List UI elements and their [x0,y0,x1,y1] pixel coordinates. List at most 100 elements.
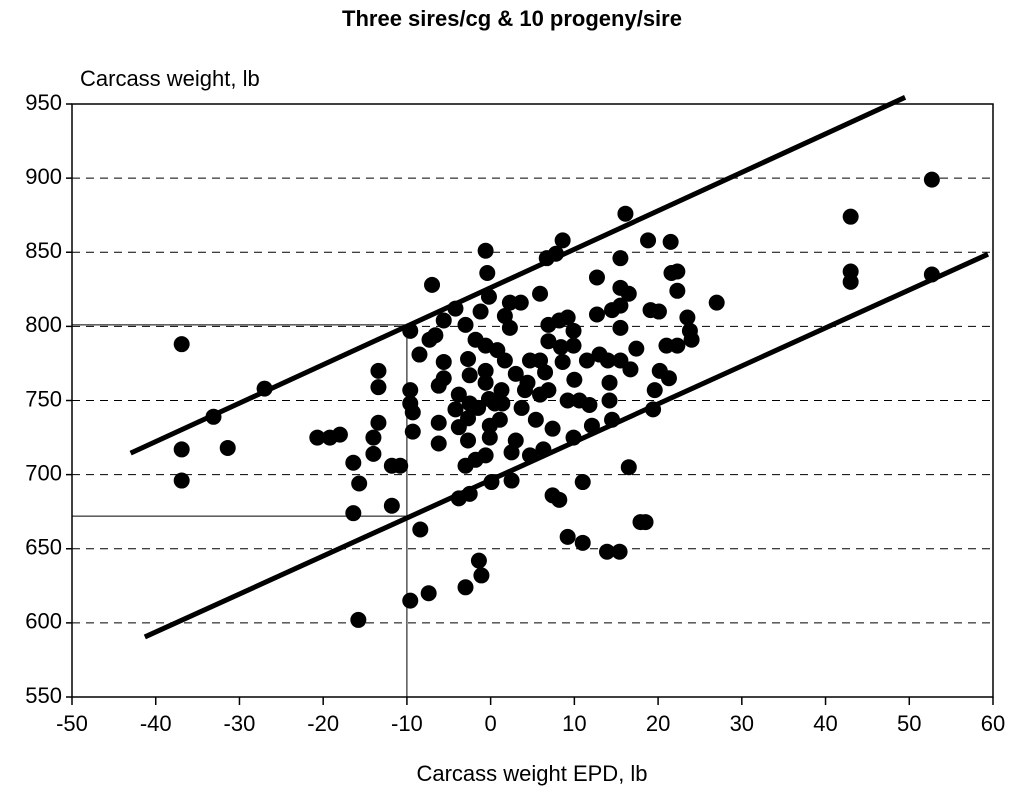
fit-line [143,251,990,640]
point [640,232,657,249]
y-axis-label: Carcass weight, lb [80,66,260,91]
x-axis-label: Carcass weight EPD, lb [416,761,647,786]
y-tick-label: 550 [25,683,62,708]
point [601,392,618,409]
point [345,454,362,471]
y-tick-label: 950 [25,90,62,115]
point [365,445,382,462]
point [460,410,477,427]
point [565,322,582,339]
point [540,333,557,350]
point [620,459,637,476]
point [588,306,605,323]
point [481,429,498,446]
point [457,579,474,596]
point [404,404,421,421]
point [370,362,387,379]
point [383,497,400,514]
point [669,337,686,354]
point [512,294,529,311]
point [477,447,494,464]
point [708,294,725,311]
plot-frame [71,103,994,698]
point [447,300,464,317]
point [477,374,494,391]
y-tick-label: 800 [25,312,62,337]
point [435,312,452,329]
point [450,386,467,403]
point [424,276,441,293]
x-tick-label: -10 [391,711,423,736]
fit-line [129,95,907,456]
point [404,423,421,440]
point [480,288,497,305]
x-tick-label: 10 [562,711,586,736]
point [491,411,508,428]
point [532,285,549,302]
point [583,417,600,434]
point [544,420,561,437]
x-tick-label: -40 [140,711,172,736]
point [551,491,568,508]
point [457,316,474,333]
point [173,472,190,489]
point [535,441,552,458]
x-tick-label: -20 [307,711,339,736]
point [365,429,382,446]
point [554,232,571,249]
point [430,377,447,394]
point [660,370,677,387]
point [601,374,618,391]
point [461,485,478,502]
point [578,352,595,369]
point [612,297,629,314]
y-tick-label: 600 [25,609,62,634]
point [519,374,536,391]
point [477,242,494,259]
point [554,353,571,370]
point [470,399,487,416]
point [559,309,576,326]
point [173,336,190,353]
point [402,322,419,339]
point [370,414,387,431]
point [430,435,447,452]
point [460,432,477,449]
point [477,362,494,379]
point [547,245,564,262]
point [402,592,419,609]
point [620,285,637,302]
x-tick-label: 30 [730,711,754,736]
point [402,382,419,399]
point [411,346,428,363]
point [923,171,940,188]
point [447,401,464,418]
point [599,543,616,560]
point [527,411,544,428]
point [350,611,367,628]
point [427,327,444,344]
chart-title: Three sires/cg & 10 progeny/sire [342,6,682,31]
y-tick-label: 650 [25,535,62,560]
point [650,303,667,320]
y-tick-label: 900 [25,164,62,189]
point [612,319,629,336]
point [612,250,629,267]
point [683,331,700,348]
point [435,353,452,370]
point [566,371,583,388]
point [479,265,496,282]
point [559,392,576,409]
point [309,429,326,446]
point [679,309,696,326]
point [599,352,616,369]
y-tick-label: 850 [25,238,62,263]
point [923,266,940,283]
point [461,367,478,384]
point [622,361,639,378]
point [559,528,576,545]
point [392,457,409,474]
point [331,426,348,443]
point [473,567,490,584]
